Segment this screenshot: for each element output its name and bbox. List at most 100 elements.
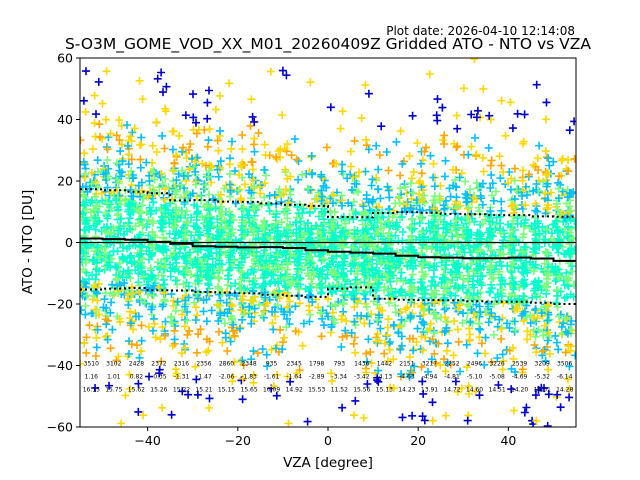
scatter-point: [204, 212, 213, 221]
scatter-point: [95, 253, 104, 262]
scatter-point: [184, 145, 193, 154]
scatter-point: [283, 214, 292, 223]
scatter-point: [467, 306, 476, 314]
scatter-point: [102, 304, 111, 312]
scatter-point: [192, 348, 201, 357]
scatter-point: [434, 232, 443, 241]
scatter-point: [160, 195, 169, 204]
scatter-point: [159, 275, 168, 284]
scatter-point: [470, 58, 479, 63]
scatter-point: [113, 274, 122, 283]
scatter-point: [258, 281, 267, 290]
scatter-point: [220, 319, 229, 328]
scatter-point: [510, 296, 519, 305]
scatter-point: [486, 207, 495, 216]
scatter-point: [80, 149, 89, 158]
scatter-point: [565, 393, 574, 402]
scatter-point: [464, 150, 473, 159]
scatter-point: [498, 365, 507, 374]
scatter-point: [277, 304, 286, 313]
scatter-point: [509, 406, 518, 415]
scatter-point: [214, 273, 223, 281]
scatter-point: [235, 170, 244, 179]
scatter-point: [278, 345, 287, 354]
scatter-point: [90, 212, 99, 221]
scatter-point: [294, 175, 303, 184]
scatter-point: [532, 416, 541, 425]
scatter-point: [452, 216, 461, 225]
x-tick-label: 0: [324, 433, 332, 448]
scatter-point: [430, 349, 439, 358]
scatter-point: [475, 253, 484, 261]
scatter-point: [223, 281, 232, 289]
scatter-point: [498, 350, 507, 359]
scatter-point: [534, 385, 543, 394]
scatter-point: [138, 95, 147, 103]
x-tick-label: 20: [410, 433, 426, 448]
scatter-point: [329, 258, 338, 267]
scatter-point: [497, 197, 506, 206]
scatter-point: [247, 355, 256, 364]
scatter-point: [556, 403, 565, 412]
scatter-point: [173, 297, 182, 306]
scatter-point: [542, 153, 551, 162]
scatter-point: [440, 131, 449, 140]
scatter-point: [303, 269, 312, 278]
scatter-point: [164, 206, 172, 215]
scatter-point: [292, 155, 301, 164]
bin-count: 2252: [444, 361, 459, 368]
scatter-point: [332, 280, 341, 289]
scatter-point: [496, 280, 505, 289]
scatter-point: [172, 176, 181, 185]
scatter-point: [459, 275, 468, 284]
scatter-point: [172, 372, 181, 381]
scatter-point: [317, 234, 326, 243]
scatter-point: [430, 234, 439, 243]
scatter-point: [374, 280, 383, 289]
scatter-point: [225, 258, 234, 267]
scatter-point: [305, 317, 314, 326]
scatter-point: [479, 84, 488, 93]
scatter-point: [196, 267, 205, 276]
scatter-point: [179, 252, 188, 261]
scatter-point: [112, 174, 121, 183]
scatter-point: [237, 161, 246, 170]
scatter-point: [225, 218, 234, 227]
scatter-point: [471, 387, 480, 396]
scatter-point: [280, 333, 289, 342]
scatter-point: [469, 295, 478, 304]
scatter-point: [344, 228, 353, 237]
scatter-point: [220, 184, 229, 193]
scatter-point: [428, 221, 437, 230]
scatter-point: [227, 185, 236, 194]
scatter-point: [507, 202, 516, 211]
scatter-point: [185, 248, 194, 257]
scatter-point: [552, 216, 561, 225]
scatter-point: [458, 231, 467, 240]
scatter-point: [191, 222, 200, 231]
scatter-point: [407, 215, 416, 224]
scatter-point: [172, 210, 180, 219]
scatter-point: [467, 110, 476, 119]
scatter-point: [552, 338, 561, 347]
scatter-point: [227, 211, 236, 220]
scatter-point: [344, 199, 353, 208]
scatter-point: [396, 307, 405, 316]
scatter-point: [441, 313, 450, 322]
scatter-point: [277, 263, 286, 272]
scatter-point: [437, 278, 446, 287]
scatter-point: [98, 196, 107, 205]
scatter-point: [192, 202, 201, 211]
scatter-point: [326, 103, 335, 112]
scatter-point: [421, 289, 429, 298]
scatter-point: [226, 300, 235, 309]
scatter-point: [245, 302, 254, 311]
scatter-point: [559, 319, 568, 328]
scatter-point: [136, 215, 145, 223]
scatter-point: [82, 67, 90, 76]
scatter-point: [214, 146, 223, 155]
scatter-point: [418, 412, 427, 421]
scatter-point: [566, 346, 575, 355]
scatter-point: [542, 98, 551, 107]
scatter-point: [206, 274, 215, 283]
